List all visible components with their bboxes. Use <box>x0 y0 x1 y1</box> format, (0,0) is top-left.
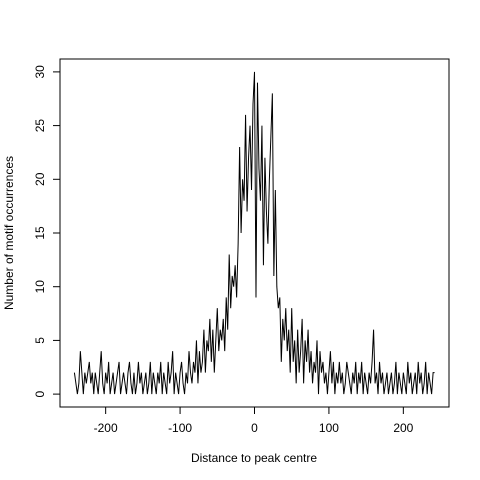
x-tick-label: 0 <box>251 421 258 435</box>
y-tick-label: 20 <box>33 172 47 186</box>
x-tick-label: 100 <box>319 421 339 435</box>
y-tick-label: 30 <box>33 65 47 79</box>
y-tick-label: 5 <box>33 337 47 344</box>
x-tick-label: -100 <box>168 421 192 435</box>
y-tick-label: 25 <box>33 119 47 133</box>
data-line <box>73 71 435 395</box>
y-tick-label: 0 <box>33 390 47 397</box>
x-tick-label: -200 <box>94 421 118 435</box>
x-tick-label: 200 <box>393 421 413 435</box>
y-tick-label: 10 <box>33 280 47 294</box>
x-axis-label: Distance to peak centre <box>191 451 317 465</box>
y-axis-label: Number of motif occurrences <box>2 156 16 310</box>
y-tick-label: 15 <box>33 226 47 240</box>
